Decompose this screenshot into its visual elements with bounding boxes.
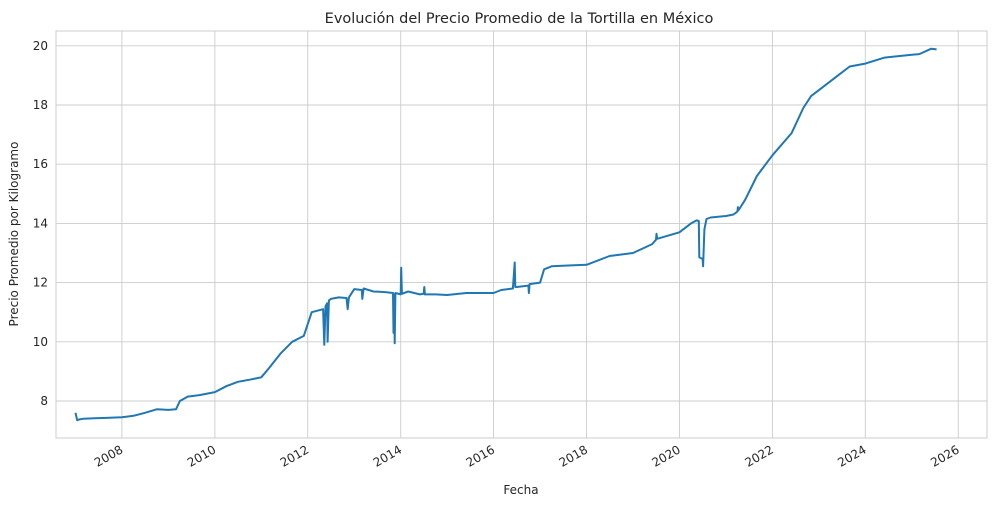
y-tick-label: 12 [33,276,48,290]
x-tick-label: 2014 [371,442,404,469]
y-tick-label: 8 [40,394,48,408]
y-axis: 8 10 12 14 16 18 20 [33,39,48,408]
grid [56,31,987,438]
y-tick-label: 20 [33,39,48,53]
x-tick-label: 2010 [185,442,218,469]
chart-title: Evolución del Precio Promedio de la Tort… [325,11,714,27]
x-tick-label: 2016 [464,442,497,469]
y-tick-label: 16 [33,157,48,171]
y-tick-label: 14 [33,216,48,230]
x-tick-label: 2022 [742,442,775,469]
x-tick-label: 2020 [649,442,682,469]
y-tick-label: 18 [33,98,48,112]
y-axis-label: Precio Promedio por Kilogramo [7,142,21,327]
x-tick-label: 2008 [92,442,125,469]
series-line [74,47,937,422]
x-tick-label: 2018 [557,442,590,469]
x-tick-label: 2012 [278,442,311,469]
plot-area [55,30,988,439]
x-tick-label: 2026 [928,442,961,469]
y-tick-label: 10 [33,335,48,349]
x-axis-label: Fecha [503,483,538,497]
x-tick-label: 2024 [835,442,868,469]
x-axis: 2008 2010 2012 2014 2016 2018 2020 2022 2024 2026 [92,442,962,469]
